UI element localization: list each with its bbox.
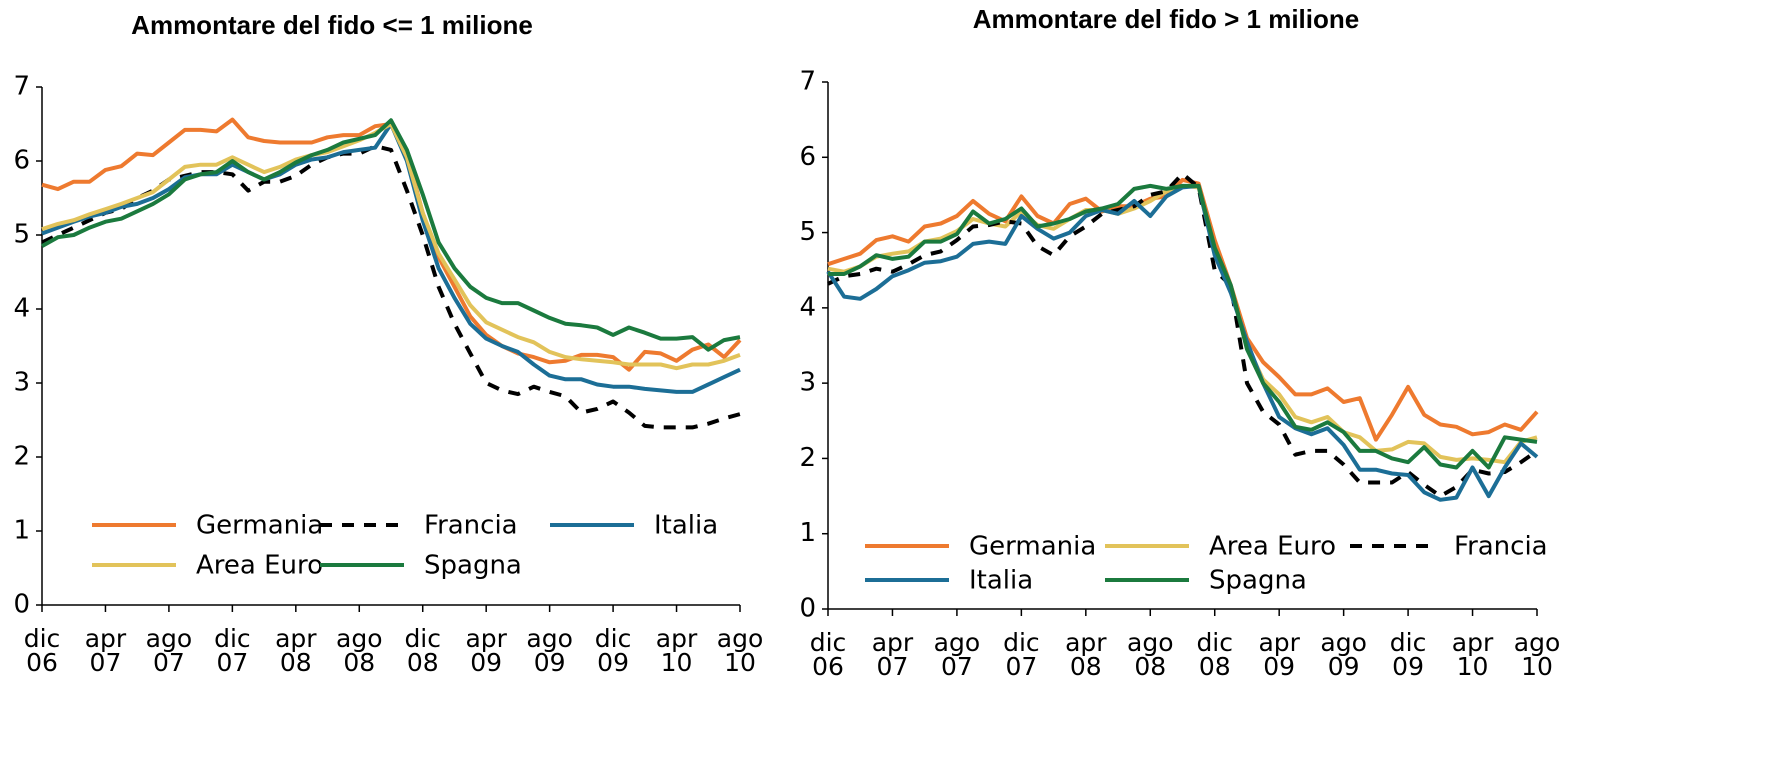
x-tick-label: dic 06 [809,628,847,681]
x-tick-label: apr 10 [1451,628,1494,681]
x-tick-label: dic 06 [23,624,61,677]
y-tick-label: 7 [13,72,30,102]
series-line [41,118,741,352]
series-line [41,117,742,372]
legend-label: Italia [969,566,1033,596]
x-tick-label: apr 07 [84,624,127,677]
x-tick-label: apr 09 [1258,628,1300,681]
y-tick-label: 4 [13,294,30,324]
x-tick-label: ago 09 [526,624,573,677]
legend-label: Area Euro [196,551,323,581]
x-tick-label: ago 07 [933,628,981,681]
x-tick-label: apr 10 [655,624,698,677]
y-tick-label: 0 [13,590,30,620]
legend-label: Francia [424,511,518,541]
series-line [827,177,1539,442]
y-tick-label: 5 [13,220,30,250]
legend-label: Spagna [424,551,522,581]
x-tick-label: dic 08 [404,624,441,677]
x-tick-label: apr 09 [465,624,507,677]
legend-label: Germania [196,511,323,541]
x-tick-label: dic 09 [1389,628,1427,681]
legend-label: Area Euro [1209,532,1336,562]
legend-label: Spagna [1209,566,1307,596]
y-tick-label: 1 [799,518,816,548]
chart-title: Ammontare del fido > 1 milione [973,4,1359,34]
y-tick-label: 1 [13,516,30,546]
series-line [828,183,1538,470]
y-tick-label: 7 [799,67,816,97]
x-tick-label: dic 07 [1003,628,1040,681]
y-tick-label: 0 [799,594,816,624]
x-tick-label: dic 09 [594,624,632,677]
x-tick-label: apr 08 [275,624,317,677]
y-tick-label: 6 [799,142,816,172]
y-tick-label: 4 [799,292,816,322]
x-tick-label: dic 08 [1196,628,1233,681]
x-tick-label: dic 07 [214,624,251,677]
y-tick-label: 3 [799,368,816,398]
x-tick-label: ago 09 [1320,628,1367,681]
y-tick-label: 3 [13,368,30,398]
y-tick-label: 2 [799,443,816,473]
x-tick-label: ago 07 [145,624,193,677]
x-tick-label: ago 08 [336,624,383,677]
x-tick-label: ago 10 [716,624,764,677]
legend-label: Germania [969,532,1096,562]
y-tick-label: 2 [13,442,30,472]
x-tick-label: ago 08 [1127,628,1174,681]
legend-label: Italia [654,511,718,541]
y-tick-label: 6 [13,146,30,176]
y-tick-label: 5 [799,217,816,247]
chart-title: Ammontare del fido <= 1 milione [131,10,533,40]
series-line [41,122,741,394]
x-tick-label: apr 07 [871,628,914,681]
legend-label: Francia [1454,532,1548,562]
series-line [41,144,741,430]
x-tick-label: ago 10 [1513,628,1561,681]
x-tick-label: apr 08 [1065,628,1107,681]
